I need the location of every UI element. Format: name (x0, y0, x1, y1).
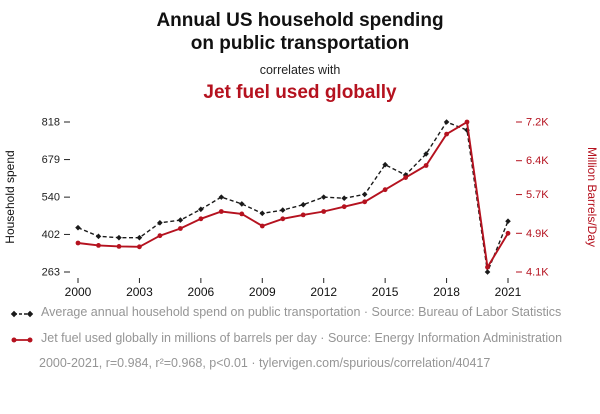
x-axis-tick-label: 2015 (372, 285, 399, 299)
circle-marker (96, 242, 101, 248)
circle-marker (239, 211, 245, 216)
right-axis-tick-label: 7.2K (526, 116, 549, 128)
circle-marker (444, 131, 449, 137)
left-axis-tick-label: 402 (42, 229, 60, 241)
diamond-marker (341, 195, 347, 201)
legend-text-jet-fuel: Jet fuel used globally in millions of ba… (41, 330, 563, 345)
diamond-marker (505, 217, 511, 224)
diamond-marker (484, 268, 491, 275)
circle-marker (259, 223, 265, 228)
diamond-marker (423, 150, 429, 157)
right-axis-tick-label: 5.7K (526, 189, 549, 201)
left-axis-tick-label: 818 (42, 116, 60, 128)
right-axis-tick-label: 4.1K (526, 266, 549, 278)
diamond-marker (136, 234, 143, 241)
circle-marker (280, 215, 286, 221)
diamond-marker (239, 200, 245, 207)
circle-marker (382, 186, 388, 192)
diamond-marker (218, 193, 225, 200)
circle-marker (423, 162, 429, 168)
left-axis-tick-label: 679 (42, 154, 60, 166)
x-axis-tick-label: 2018 (433, 285, 460, 299)
diamond-marker (259, 210, 266, 216)
circle-marker (341, 203, 347, 209)
chart-title-line1: Annual US household spending (156, 10, 444, 31)
right-axis-tick-label: 6.4K (526, 155, 549, 167)
left-axis-tick-label: 540 (42, 191, 60, 203)
series-household-spend (75, 118, 511, 275)
circle-marker (178, 225, 183, 231)
diamond-marker (157, 219, 163, 226)
footer-citation: 2000-2021, r=0.984, r²=0.968, p<0.01 · t… (39, 356, 491, 371)
legend-item-jet-fuel: Jet fuel used globally in millions of ba… (10, 330, 590, 350)
circle-marker (75, 240, 81, 245)
circle-marker (198, 215, 204, 221)
right-axis-title: Million Barrels/Day (585, 147, 599, 247)
left-axis-title: Household spend (3, 150, 17, 243)
diamond-marker (75, 224, 81, 231)
circle-marker (321, 208, 327, 214)
series-jet-fuel (75, 119, 511, 270)
diamond-marker (198, 206, 204, 212)
correlate-title: Jet fuel used globally (203, 81, 397, 103)
diamond-marker (177, 216, 184, 223)
diamond-marker (95, 233, 102, 239)
chart-svg: 263 402 540 679 818 4.1K 4.9K 5.7K 6.4K 7.2K 2000 2… (3, 116, 599, 299)
solid-line-dot-icon (10, 330, 41, 350)
dashed-line-diamond-icon (10, 304, 41, 324)
plot-axes: 263 402 540 679 818 4.1K 4.9K 5.7K 6.4K 7.2K 2000 2… (3, 116, 599, 299)
x-axis-tick-label: 2006 (188, 285, 215, 299)
circle-marker (137, 243, 142, 249)
diamond-marker (320, 193, 327, 200)
correlates-with-label: correlates with (259, 62, 341, 77)
chart-area: 263 402 540 679 818 4.1K 4.9K 5.7K 6.4K 7.2K 2000 2… (0, 106, 600, 302)
circle-marker (157, 232, 163, 238)
circle-marker (116, 243, 122, 249)
diamond-marker (300, 201, 307, 208)
diamond-marker (279, 206, 286, 213)
circle-marker (218, 208, 224, 214)
x-axis-tick-label: 2000 (65, 285, 92, 299)
circle-marker (300, 212, 306, 217)
left-axis-tick-label: 263 (42, 266, 60, 278)
diamond-marker (464, 126, 470, 133)
circle-marker (485, 264, 490, 270)
diamond-marker (382, 161, 388, 168)
x-axis-tick-label: 2009 (249, 285, 276, 299)
x-axis-tick-label: 2003 (126, 285, 153, 299)
diamond-marker (443, 118, 450, 125)
circle-marker (464, 119, 470, 124)
circle-marker (505, 230, 511, 236)
legend-text-household-spend: Average annual household spend on public… (41, 304, 562, 319)
diamond-marker (116, 234, 122, 241)
legend-item-household-spend: Average annual household spend on public… (10, 304, 590, 324)
legend: Average annual household spend on public… (0, 304, 600, 351)
x-axis-tick-label: 2021 (495, 285, 522, 299)
x-axis-tick-label: 2012 (310, 285, 337, 299)
right-axis-tick-label: 4.9K (526, 227, 549, 239)
diamond-marker (361, 191, 368, 197)
chart-title-line2: on public transportation (190, 32, 410, 54)
circle-marker (403, 174, 408, 180)
circle-marker (362, 198, 368, 204)
